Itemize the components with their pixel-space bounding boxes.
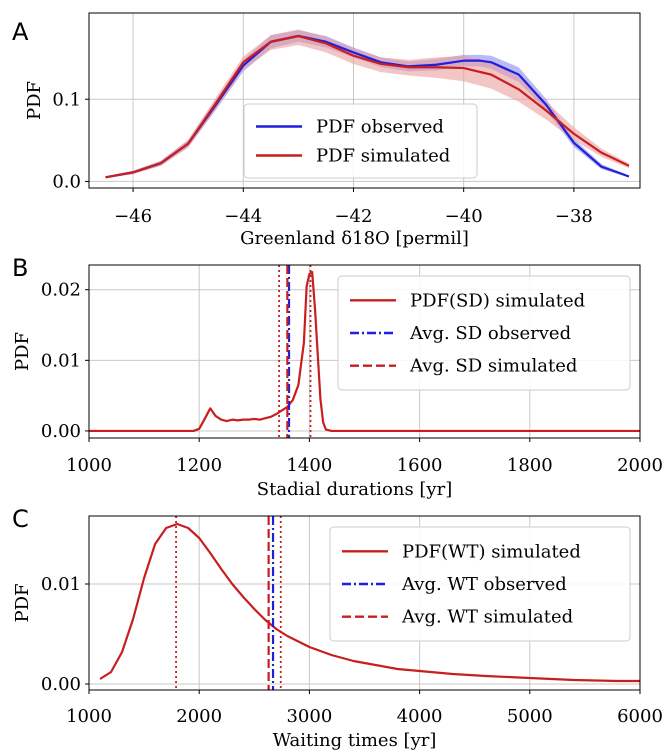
legend: PDF observed PDF simulated <box>243 103 478 179</box>
plot-frame <box>88 515 641 691</box>
legend-box <box>329 526 631 642</box>
x-axis-label: Greenland δ18O [permil] <box>240 228 469 249</box>
x-axis-label: Waiting times [yr] <box>273 730 437 751</box>
panel-b: 1000 1200 1400 1600 1800 2000 0.00 0.01 0.02 Stad… <box>12 254 662 500</box>
series-line <box>105 34 630 179</box>
x-tick-label: 5000 <box>507 706 553 727</box>
y-axis-label: PDF <box>12 583 33 622</box>
series-line <box>89 270 640 433</box>
confidence-band <box>105 29 629 179</box>
legend-label: Avg. SD observed <box>409 323 571 344</box>
plot-frame <box>88 264 641 439</box>
panel-letter: A <box>12 18 29 46</box>
x-tick-label: 1000 <box>66 455 112 476</box>
legend-label: Avg. WT observed <box>401 574 567 595</box>
x-tick-label: 2000 <box>176 706 222 727</box>
x-tick-label: 1800 <box>507 455 553 476</box>
y-tick-label: 0.00 <box>41 421 81 442</box>
x-axis-label: Stadial durations [yr] <box>257 479 452 500</box>
legend-box <box>337 275 631 391</box>
y-axis-label: PDF <box>24 81 45 120</box>
panel-a: −46 −44 −42 −40 −38 0.0 0.1 Greenland δ18O [per… <box>12 12 641 249</box>
x-tick-label: −42 <box>334 206 372 227</box>
panel-letter: C <box>12 505 29 533</box>
y-axis-label: PDF <box>12 332 33 371</box>
y-tick-label: 0.0 <box>52 171 81 192</box>
x-tick-label: −38 <box>555 206 593 227</box>
x-tick-label: −44 <box>224 206 262 227</box>
x-tick-label: −46 <box>114 206 152 227</box>
x-tick-label: 1000 <box>66 706 112 727</box>
x-tick-label: 2000 <box>617 455 662 476</box>
x-tick-label: 1400 <box>286 455 332 476</box>
legend-label: PDF(SD) simulated <box>410 290 585 311</box>
x-tick-label: 3000 <box>286 706 332 727</box>
legend-label: Avg. SD simulated <box>409 356 577 377</box>
legend-label: PDF simulated <box>316 146 450 167</box>
x-tick-label: −40 <box>445 206 483 227</box>
legend-box <box>243 103 478 179</box>
x-tick-label: 6000 <box>617 706 662 727</box>
legend-label: PDF(WT) simulated <box>402 541 581 562</box>
y-tick-label: 0.01 <box>41 574 81 595</box>
y-tick-label: 0.02 <box>41 280 81 301</box>
y-tick-label: 0.00 <box>41 674 81 695</box>
legend-label: PDF observed <box>316 117 444 138</box>
x-tick-label: 4000 <box>397 706 443 727</box>
y-tick-label: 0.1 <box>52 89 81 110</box>
y-tick-label: 0.01 <box>41 350 81 371</box>
x-tick-label: 1200 <box>176 455 222 476</box>
legend-label: Avg. WT simulated <box>401 607 573 628</box>
x-tick-label: 1600 <box>397 455 443 476</box>
series-line <box>99 522 640 683</box>
panel-letter: B <box>12 254 28 282</box>
legend: PDF(SD) simulated Avg. SD observed Avg. SD… <box>337 275 631 391</box>
legend: PDF(WT) simulated Avg. WT observed Avg. WT… <box>329 526 631 642</box>
plot-frame <box>88 12 641 189</box>
panel-c: 1000 2000 3000 4000 5000 6000 0.00 0.01 Waiting … <box>12 505 662 751</box>
